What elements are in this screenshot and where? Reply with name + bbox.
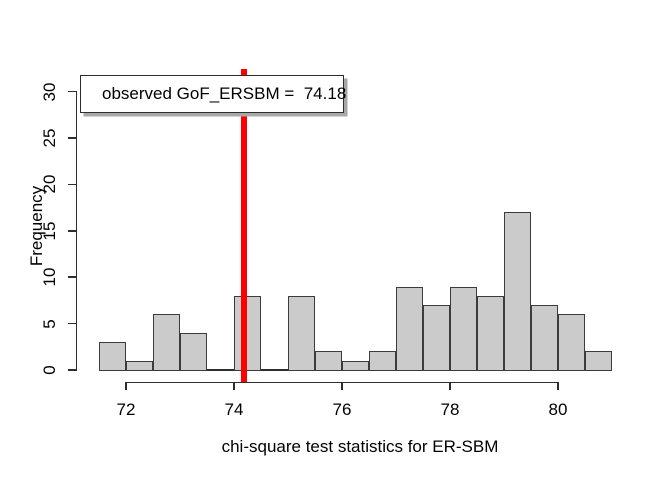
x-axis-tick-label: 76 <box>332 400 352 419</box>
histogram-bar <box>450 286 477 371</box>
histogram-bar <box>423 305 450 371</box>
y-axis-tick <box>68 137 76 139</box>
legend-box: observed GoF_ERSBM = 74.18 <box>80 75 347 113</box>
x-axis-tick <box>341 381 343 390</box>
histogram-bar <box>99 342 126 371</box>
x-axis-tick <box>557 381 559 390</box>
histogram-bar <box>342 360 369 371</box>
y-axis-tick-label: 5 <box>40 318 59 329</box>
histogram-bar <box>558 314 585 371</box>
histogram-bar <box>531 305 558 371</box>
y-axis-tick <box>68 183 76 186</box>
y-axis-tick-label: 10 <box>40 267 59 287</box>
histogram-bar <box>504 212 531 371</box>
histogram-bar <box>315 351 342 371</box>
histogram-bar <box>477 295 504 371</box>
y-axis-tick <box>68 322 76 325</box>
histogram-bar <box>126 360 153 371</box>
x-axis-tick <box>233 381 235 390</box>
legend-label: observed GoF_ERSBM = 74.18 <box>102 84 347 103</box>
y-axis-tick-label: 20 <box>40 174 59 194</box>
y-axis-tick-label: 0 <box>40 365 59 375</box>
histogram-bar <box>288 295 315 371</box>
x-axis-title: chi-square test statistics for ER-SBM <box>221 437 499 456</box>
x-axis-tick-label: 74 <box>224 400 244 419</box>
y-axis-tick-label: 15 <box>40 221 59 241</box>
observed-value-line <box>240 69 247 382</box>
histogram-bar <box>585 351 612 371</box>
y-axis-line <box>75 90 77 371</box>
x-axis-tick-label: 78 <box>440 400 460 419</box>
histogram-bar <box>180 332 207 371</box>
y-axis-tick <box>68 90 76 93</box>
histogram-bar <box>153 314 180 371</box>
x-axis-tick-label: 80 <box>548 400 568 419</box>
histogram-bar <box>369 351 396 371</box>
y-axis-tick <box>68 369 76 371</box>
y-axis-tick <box>68 230 76 232</box>
histogram-bar <box>234 295 261 371</box>
x-axis-tick <box>449 381 451 390</box>
y-axis-tick <box>68 276 76 278</box>
x-axis-tick-label: 72 <box>116 400 136 419</box>
y-axis-tick-label: 30 <box>40 82 59 102</box>
x-axis-tick <box>125 381 127 390</box>
y-axis-tick-label: 25 <box>40 128 59 148</box>
histogram-bar <box>396 286 423 371</box>
